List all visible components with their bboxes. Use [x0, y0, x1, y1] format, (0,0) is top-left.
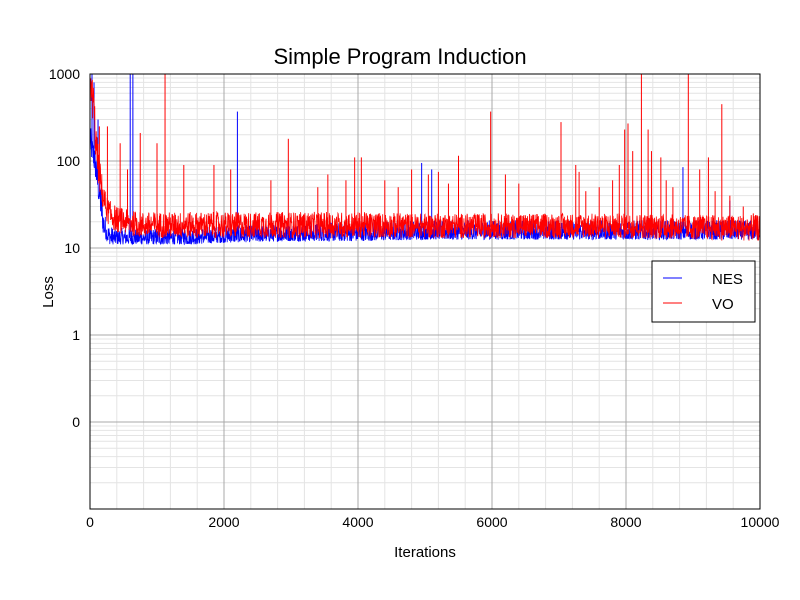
series-line-nes — [89, 128, 761, 246]
y-tick-label: 1000 — [49, 66, 80, 82]
x-tick-label: 4000 — [342, 514, 373, 530]
x-axis-label: Iterations — [394, 544, 456, 561]
x-tick-label: 8000 — [610, 514, 641, 530]
chart-title: Simple Program Induction — [273, 44, 526, 69]
x-tick-label: 0 — [86, 514, 94, 530]
legend: NES VO — [651, 260, 756, 323]
x-tick-labels: 0 2000 4000 6000 8000 10000 — [86, 514, 780, 530]
series-layer — [89, 74, 761, 246]
y-tick-label: 1 — [72, 327, 80, 343]
x-tick-label: 10000 — [741, 514, 780, 530]
legend-box — [651, 260, 756, 323]
plot-area — [89, 73, 761, 510]
x-tick-label: 6000 — [476, 514, 507, 530]
y-tick-label: 0 — [72, 414, 80, 430]
legend-label-nes: NES — [712, 271, 743, 288]
plot-frame — [89, 73, 761, 510]
x-tick-label: 2000 — [208, 514, 239, 530]
y-axis-label: Loss — [40, 276, 57, 308]
y-tick-label: 100 — [57, 153, 81, 169]
y-tick-label: 10 — [64, 240, 80, 256]
legend-label-vo: VO — [712, 296, 734, 313]
